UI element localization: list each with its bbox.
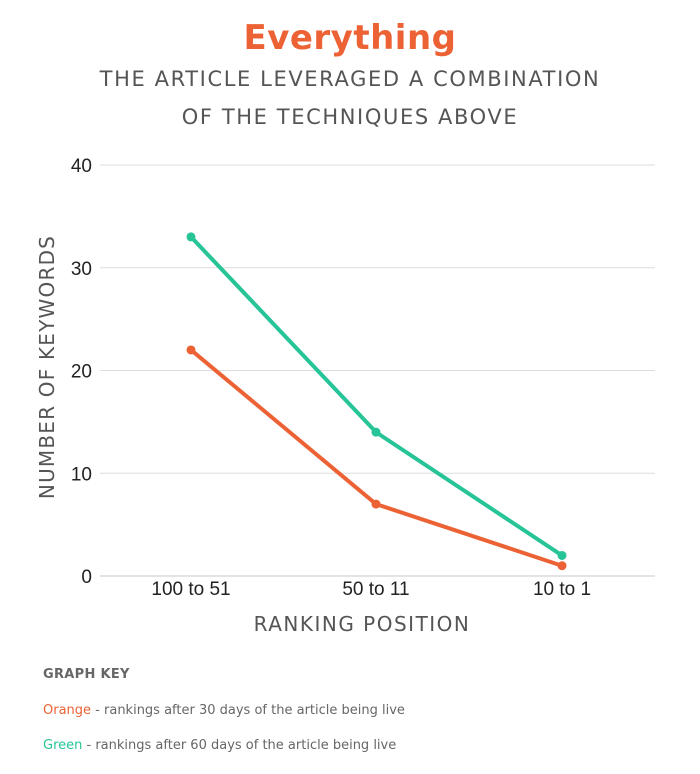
line-chart: 0 10 20 30 40 100 to 51 50 to 11 10 to 1 NUMBE…: [35, 156, 655, 636]
graph-key-green-word: Green: [43, 738, 83, 753]
series-lines: [186, 232, 567, 571]
data-point-green: [557, 550, 567, 560]
data-point-green: [186, 232, 196, 242]
y-tick-label: 40: [71, 156, 92, 177]
chart-title: Everything: [243, 18, 457, 58]
data-point-orange: [557, 561, 567, 571]
series-line-orange: [189, 347, 564, 568]
graph-key-green: Green - rankings after 60 days of the ar…: [43, 738, 396, 753]
y-tick-labels: 0 10 20 30 40: [71, 156, 92, 588]
y-axis-label: NUMBER OF KEYWORDS: [35, 235, 59, 499]
data-point-orange: [371, 499, 381, 509]
graph-key-orange-text: - rankings after 30 days of the article …: [91, 703, 405, 718]
data-point-orange: [186, 345, 196, 355]
graph-key-orange: Orange - rankings after 30 days of the a…: [43, 703, 405, 718]
chart-subtitle-line1: THE ARTICLE LEVERAGED A COMBINATION: [99, 67, 601, 91]
x-tick-label: 100 to 51: [151, 579, 230, 600]
y-tick-label: 0: [81, 567, 92, 588]
x-tick-label: 50 to 11: [342, 579, 409, 600]
y-tick-label: 30: [71, 259, 92, 280]
x-axis-label: RANKING POSITION: [254, 612, 471, 636]
data-point-green: [371, 427, 381, 437]
graph-key-heading: GRAPH KEY: [43, 667, 130, 682]
gridlines: [100, 164, 655, 577]
y-tick-label: 10: [71, 464, 92, 485]
chart-subtitle-line2: OF THE TECHNIQUES ABOVE: [181, 105, 519, 129]
graph-key-orange-word: Orange: [43, 703, 92, 718]
graph-key-green-text: - rankings after 60 days of the article …: [82, 738, 397, 753]
x-tick-label: 10 to 1: [533, 579, 591, 600]
y-tick-label: 20: [71, 362, 92, 383]
x-tick-labels: 100 to 51 50 to 11 10 to 1: [151, 579, 591, 600]
